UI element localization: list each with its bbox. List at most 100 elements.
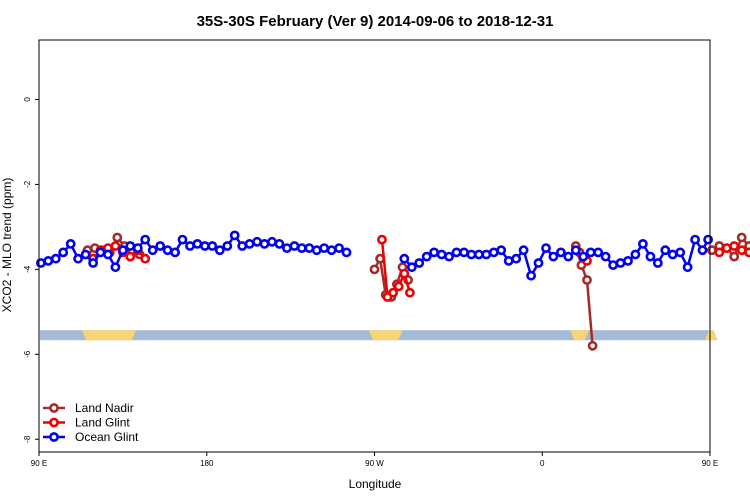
data-point xyxy=(404,287,415,298)
data-point xyxy=(481,249,492,260)
data-point xyxy=(274,238,285,249)
data-point xyxy=(369,264,380,275)
legend-marker xyxy=(49,432,59,442)
data-point xyxy=(736,232,747,243)
data-point xyxy=(518,245,529,256)
data-point xyxy=(436,249,447,260)
data-point xyxy=(638,238,648,249)
data-point xyxy=(43,255,54,266)
data-point xyxy=(600,251,611,262)
x-tick-label: 90 E xyxy=(702,459,718,468)
legend-label: Ocean Glint xyxy=(75,430,139,444)
x-tick-label: 0 xyxy=(540,459,545,468)
data-point xyxy=(326,245,337,256)
data-point xyxy=(526,270,536,281)
data-point xyxy=(429,247,439,258)
legend-item: Land Glint xyxy=(43,416,130,430)
data-point xyxy=(95,247,106,258)
land-segment-2 xyxy=(570,330,589,341)
data-point xyxy=(155,241,166,251)
x-tick-label: 180 xyxy=(200,459,214,468)
land-ocean-strip xyxy=(40,330,718,341)
data-point xyxy=(229,230,240,241)
legend-marker xyxy=(49,403,59,413)
data-point xyxy=(744,247,750,258)
data-point xyxy=(80,249,91,260)
data-point xyxy=(118,245,128,256)
data-point xyxy=(421,251,432,262)
data-point xyxy=(615,258,626,268)
data-point xyxy=(50,253,61,264)
x-tick-label: 90 W xyxy=(365,459,384,468)
data-point xyxy=(399,268,410,279)
data-point xyxy=(630,249,641,260)
data-point xyxy=(110,241,121,251)
data-point xyxy=(714,247,725,258)
y-tick-label: 0 xyxy=(23,97,32,102)
data-point xyxy=(729,251,740,262)
legend-label: Land Glint xyxy=(75,416,130,430)
data-point xyxy=(259,238,270,249)
y-axis-label: XCO2 - MLO trend (ppm) xyxy=(0,178,14,313)
y-axis: 0 -2 -4 -6 -8 xyxy=(23,97,39,443)
data-point xyxy=(110,262,121,273)
data-point xyxy=(140,234,151,245)
data-point xyxy=(88,258,98,268)
data-point xyxy=(587,340,598,351)
series-ocean-glint xyxy=(36,230,713,281)
data-point xyxy=(334,243,344,253)
data-point xyxy=(125,241,136,251)
data-point xyxy=(65,238,76,249)
data-point xyxy=(645,251,656,262)
data-point xyxy=(623,255,633,266)
data-point xyxy=(451,247,462,258)
data-point xyxy=(414,258,425,268)
data-point xyxy=(548,251,559,262)
data-point xyxy=(170,247,180,258)
data-point xyxy=(341,247,352,258)
data-point xyxy=(311,245,322,256)
data-point xyxy=(58,247,69,258)
data-point xyxy=(132,243,143,253)
data-point xyxy=(697,245,708,256)
x-tick-label: 90 E xyxy=(31,459,47,468)
y-tick-label: -4 xyxy=(23,265,32,273)
data-point xyxy=(377,234,387,245)
data-point xyxy=(393,281,404,292)
land-segment-1 xyxy=(368,330,403,341)
data-point xyxy=(675,247,686,258)
data-point xyxy=(112,232,123,243)
data-point xyxy=(563,251,574,262)
legend-marker xyxy=(49,417,59,428)
x-axis: 90 E 180 90 W 0 90 E xyxy=(31,452,718,468)
data-point xyxy=(192,238,203,249)
y-tick-label: -8 xyxy=(23,435,32,443)
y-tick-label: -6 xyxy=(23,350,32,358)
data-point xyxy=(466,249,477,260)
legend-item: Ocean Glint xyxy=(43,430,139,444)
data-point xyxy=(503,255,514,266)
data-point xyxy=(388,287,398,298)
data-point xyxy=(667,249,678,260)
data-point xyxy=(703,234,713,245)
land-segment-3 xyxy=(705,330,718,341)
legend-label: Land Nadir xyxy=(75,401,134,415)
data-point xyxy=(682,262,693,273)
data-point xyxy=(244,238,255,249)
data-point xyxy=(103,249,113,260)
data-point xyxy=(582,275,592,285)
data-point xyxy=(147,245,158,256)
data-point xyxy=(444,251,454,262)
data-point xyxy=(214,245,225,256)
data-point xyxy=(496,245,507,256)
data-point xyxy=(281,243,292,253)
x-axis-label: Longitude xyxy=(349,477,402,491)
data-point xyxy=(690,234,700,245)
data-point xyxy=(73,253,83,264)
data-point xyxy=(511,253,522,264)
y-tick-label: -2 xyxy=(23,180,32,188)
data-point xyxy=(140,253,151,264)
data-point xyxy=(556,247,566,258)
